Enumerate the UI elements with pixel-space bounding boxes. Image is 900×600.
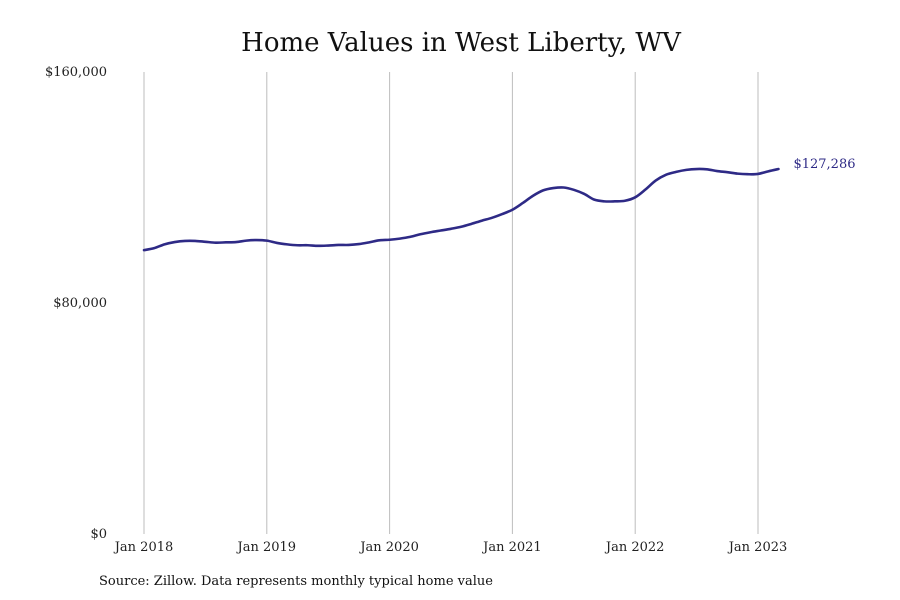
last-value-label: $127,286: [793, 157, 855, 172]
x-tick-label: Jan 2021: [481, 540, 542, 555]
x-tick-label: Jan 2022: [604, 540, 665, 555]
x-tick-label: Jan 2020: [358, 540, 419, 555]
x-tick-label: Jan 2019: [236, 540, 297, 555]
series-line-0: [142, 167, 780, 252]
y-tick-label: $80,000: [53, 296, 107, 311]
series-layer: [142, 167, 780, 252]
y-tick-label: $0: [90, 527, 107, 542]
y-tick-label: $160,000: [45, 65, 107, 80]
gridlines: [143, 72, 759, 534]
x-tick-label: Jan 2023: [727, 540, 788, 555]
x-axis-ticks: Jan 2018 Jan 2019 Jan 2020 Jan 2021 Jan 2022…: [113, 540, 788, 555]
source-note: Source: Zillow. Data represents monthly …: [99, 574, 493, 589]
x-tick-label: Jan 2018: [113, 540, 174, 555]
y-axis-ticks: $0 $80,000 $160,000: [45, 65, 107, 542]
chart-title: Home Values in West Liberty, WV: [241, 28, 682, 58]
